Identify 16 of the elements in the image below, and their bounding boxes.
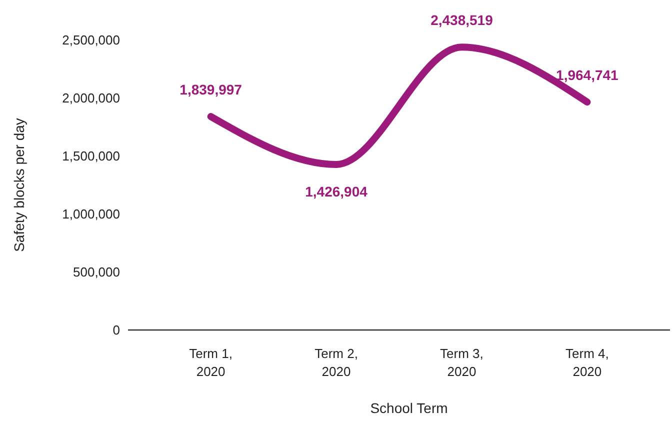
x-tick-label: Term 4, 2020 <box>566 346 609 379</box>
x-tick-label: Term 2, 2020 <box>314 346 358 379</box>
data-label: 2,438,519 <box>430 12 494 28</box>
y-tick-label: 0 <box>112 322 120 338</box>
y-axis-title: Safety blocks per day <box>11 118 27 252</box>
y-tick-label: 500,000 <box>73 264 120 280</box>
x-tick-label: Term 3, 2020 <box>440 346 484 379</box>
x-axis-title: School Term <box>370 400 448 416</box>
data-label: 1,426,904 <box>305 183 368 200</box>
y-tick-label: 1,000,000 <box>62 206 120 222</box>
y-tick-label: 1,500,000 <box>62 148 120 164</box>
y-tick-label: 2,500,000 <box>62 32 120 48</box>
x-tick-label: Term 1, 2020 <box>189 346 232 379</box>
data-label: 1,839,997 <box>180 82 242 98</box>
y-tick-label: 2,000,000 <box>62 90 120 106</box>
data-label: 1,964,741 <box>556 67 619 84</box>
